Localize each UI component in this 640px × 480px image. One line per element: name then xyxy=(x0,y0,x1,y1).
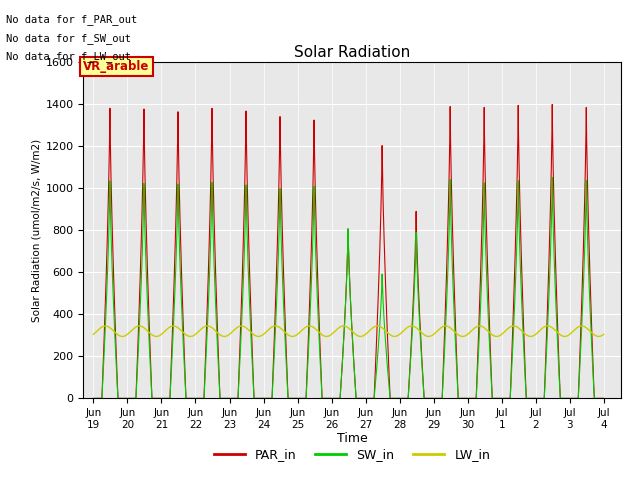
SW_in xyxy=(572,396,580,401)
SW_in xyxy=(90,396,97,401)
Text: No data for f_LW_out: No data for f_LW_out xyxy=(6,51,131,62)
LW_in xyxy=(263,328,271,334)
Line: LW_in: LW_in xyxy=(93,326,604,336)
Y-axis label: Solar Radiation (umol/m2/s, W/m2): Solar Radiation (umol/m2/s, W/m2) xyxy=(31,139,41,322)
SW_in xyxy=(463,396,470,401)
X-axis label: Time: Time xyxy=(337,432,367,445)
PAR_in xyxy=(263,396,271,401)
PAR_in xyxy=(600,396,607,401)
PAR_in xyxy=(90,396,97,401)
SW_in xyxy=(600,396,607,401)
LW_in xyxy=(579,323,586,329)
Line: PAR_in: PAR_in xyxy=(93,105,604,398)
LW_in xyxy=(463,332,470,338)
SW_in xyxy=(331,396,339,401)
Line: SW_in: SW_in xyxy=(93,178,604,398)
Text: No data for f_SW_out: No data for f_SW_out xyxy=(6,33,131,44)
LW_in xyxy=(595,334,602,339)
PAR_in xyxy=(548,102,556,108)
LW_in xyxy=(331,328,339,334)
LW_in xyxy=(477,323,484,329)
PAR_in xyxy=(477,262,484,268)
PAR_in xyxy=(463,396,470,401)
LW_in xyxy=(90,331,97,337)
Legend: PAR_in, SW_in, LW_in: PAR_in, SW_in, LW_in xyxy=(209,443,495,466)
PAR_in xyxy=(579,279,586,285)
SW_in xyxy=(579,308,586,314)
Text: No data for f_PAR_out: No data for f_PAR_out xyxy=(6,14,138,25)
PAR_in xyxy=(572,396,580,401)
LW_in xyxy=(600,331,607,337)
LW_in xyxy=(102,323,109,329)
LW_in xyxy=(572,325,580,331)
Title: Solar Radiation: Solar Radiation xyxy=(294,45,410,60)
SW_in xyxy=(477,297,484,302)
Text: VR_arable: VR_arable xyxy=(83,60,150,72)
SW_in xyxy=(263,396,271,401)
SW_in xyxy=(548,175,556,180)
PAR_in xyxy=(331,396,339,401)
